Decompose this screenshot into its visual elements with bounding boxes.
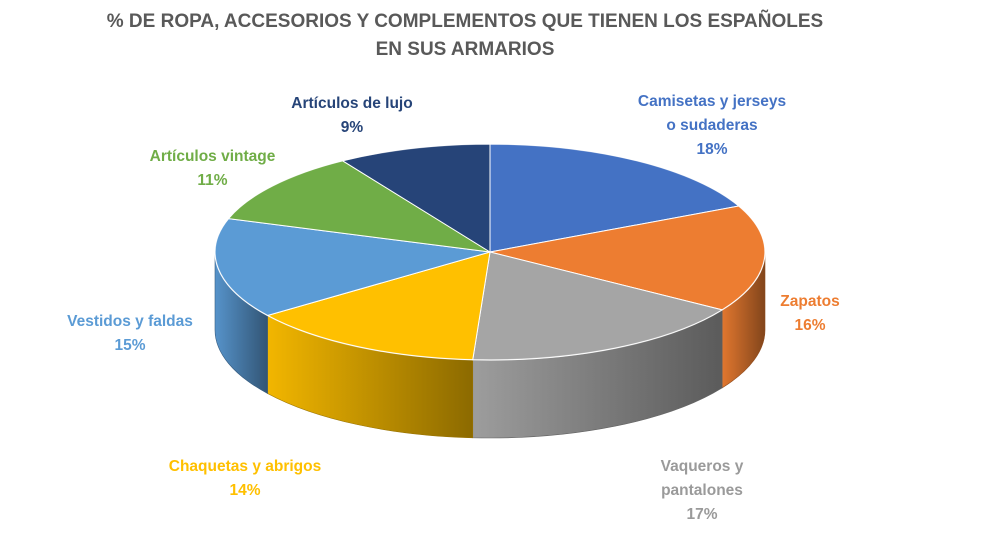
slice-label-camisetas: Camisetas y jerseys o sudaderas 18%	[612, 90, 812, 162]
slice-label-vintage: Artículos vintage 11%	[120, 145, 305, 193]
chart-title-line-2: EN SUS ARMARIOS	[375, 39, 555, 60]
slice-label-lujo: Artículos de lujo 9%	[262, 92, 442, 140]
slice-label-camisetas-name-2: o sudaderas	[666, 117, 758, 134]
slice-label-chaquetas: Chaquetas y abrigos 14%	[140, 455, 350, 503]
slice-label-vestidos-value: 15%	[114, 337, 146, 354]
pie-slice-chaquetas	[266, 251, 491, 361]
slice-label-vintage-value: 11%	[197, 172, 228, 189]
pie-rim-highlight	[214, 143, 766, 361]
slice-label-chaquetas-name: Chaquetas y abrigos	[168, 458, 322, 475]
chart-title: % DE ROPA, ACCESORIOS Y COMPLEMENTOS QUE…	[0, 8, 930, 64]
slice-label-lujo-name: Artículos de lujo	[291, 95, 413, 112]
slice-label-vaqueros: Vaqueros y pantalones 17%	[632, 455, 772, 527]
slice-label-camisetas-value: 18%	[696, 141, 728, 158]
slice-label-vestidos: Vestidos y faldas 15%	[45, 310, 215, 358]
pie-side-walls	[214, 251, 766, 439]
slice-label-zapatos-name: Zapatos	[780, 293, 840, 310]
pie-slice-vintage	[227, 160, 491, 253]
slice-label-zapatos-value: 16%	[794, 317, 826, 334]
slice-label-camisetas-name-1: Camisetas y jerseys	[637, 93, 787, 110]
slice-label-lujo-value: 9%	[340, 119, 364, 136]
slice-label-vestidos-name: Vestidos y faldas	[67, 313, 193, 330]
slice-label-chaquetas-value: 14%	[229, 482, 261, 499]
pie-slice-lujo	[341, 143, 491, 253]
pie-slice-vaqueros	[472, 251, 724, 361]
slice-label-vintage-name: Artículos vintage	[149, 148, 276, 165]
pie-top-faces	[214, 143, 766, 361]
slice-label-vaqueros-value: 17%	[686, 506, 718, 523]
pie-slice-camisetas	[489, 143, 740, 253]
slice-label-vaqueros-name-1: Vaqueros y	[660, 458, 744, 475]
slice-label-zapatos: Zapatos 16%	[760, 290, 860, 338]
pie-slice-zapatos	[489, 205, 766, 311]
pie-slice-vestidos	[214, 218, 491, 317]
slice-label-vaqueros-name-2: pantalones	[661, 482, 743, 499]
chart-title-line-1: % DE ROPA, ACCESORIOS Y COMPLEMENTOS QUE…	[106, 11, 824, 32]
